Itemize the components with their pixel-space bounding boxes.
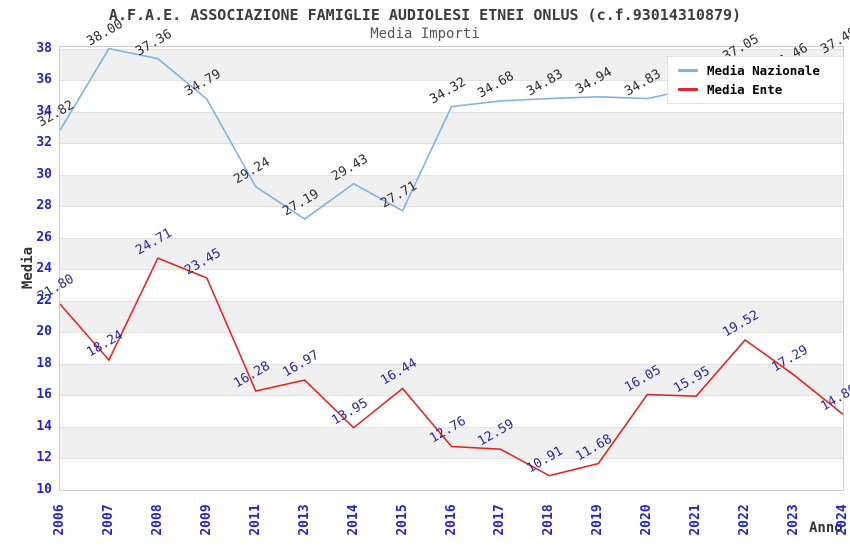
x-tick-label: 2011	[247, 504, 263, 536]
gridline	[60, 174, 843, 176]
y-tick-label: 22	[36, 292, 52, 308]
plot-band	[60, 363, 843, 396]
y-tick-label: 24	[36, 261, 52, 277]
y-tick-label: 32	[36, 135, 52, 151]
legend-label-media-nazionale: Media Nazionale	[707, 63, 820, 78]
gridline	[60, 80, 843, 82]
y-tick-label: 16	[36, 387, 52, 403]
legend: Media Nazionale Media Ente	[667, 56, 844, 104]
plot-area	[59, 46, 844, 491]
legend-item-media-nazionale: Media Nazionale	[678, 61, 843, 80]
gridline	[60, 395, 843, 397]
plot-band	[60, 174, 843, 207]
x-axis-title: Anno	[809, 520, 843, 536]
gridline	[60, 300, 843, 302]
plot-band	[60, 300, 843, 333]
x-tick-label: 2007	[100, 504, 116, 536]
gridline	[60, 143, 843, 145]
x-tick-label: 2023	[786, 504, 802, 536]
series-line-media-ente	[60, 257, 843, 477]
y-tick-label: 20	[36, 324, 52, 340]
y-tick-label: 38	[36, 40, 52, 56]
legend-item-media-ente: Media Ente	[678, 80, 843, 99]
gridline	[60, 111, 843, 113]
y-tick-label: 14	[36, 418, 52, 434]
x-tick-label: 2006	[52, 504, 67, 536]
x-tick-label: 2013	[296, 504, 312, 536]
chart-title: A.F.A.E. ASSOCIAZIONE FAMIGLIE AUDIOLESI…	[108, 6, 742, 24]
y-tick-label: 30	[36, 166, 52, 182]
x-tick-label: 2022	[737, 504, 753, 536]
plot-band	[60, 426, 843, 459]
y-tick-label: 18	[36, 355, 52, 371]
legend-label-media-ente: Media Ente	[707, 82, 783, 97]
gridline	[60, 269, 843, 271]
y-tick-label: 12	[36, 450, 52, 466]
gridline	[60, 458, 843, 460]
gridline	[60, 237, 843, 239]
media-ente-line-swatch	[678, 88, 698, 91]
gridline	[60, 332, 843, 334]
y-tick-label: 34	[36, 103, 52, 119]
y-tick-label: 36	[36, 72, 52, 88]
x-tick-label: 2018	[541, 504, 557, 536]
gridline	[60, 426, 843, 428]
plot-band	[60, 111, 843, 144]
gridline	[60, 206, 843, 208]
x-tick-label: 2015	[394, 504, 410, 536]
x-tick-label: 2008	[149, 504, 165, 536]
x-tick-label: 2017	[492, 504, 508, 536]
plot-band	[60, 237, 843, 270]
x-tick-label: 2021	[688, 504, 704, 536]
y-tick-label: 10	[36, 482, 52, 497]
media-nazionale-line-swatch	[678, 69, 698, 72]
y-tick-label: 26	[36, 229, 52, 245]
x-tick-label: 2016	[443, 504, 459, 536]
x-tick-label: 2019	[590, 504, 606, 536]
x-tick-label: 2024	[835, 504, 850, 536]
gridline	[60, 490, 843, 491]
gridline	[60, 48, 843, 50]
gridline	[60, 363, 843, 365]
x-tick-label: 2014	[345, 504, 361, 536]
x-tick-label: 2020	[639, 504, 655, 536]
chart-subtitle: Media Importi	[370, 26, 480, 42]
x-tick-label: 2009	[198, 504, 214, 536]
y-tick-label: 28	[36, 198, 52, 214]
